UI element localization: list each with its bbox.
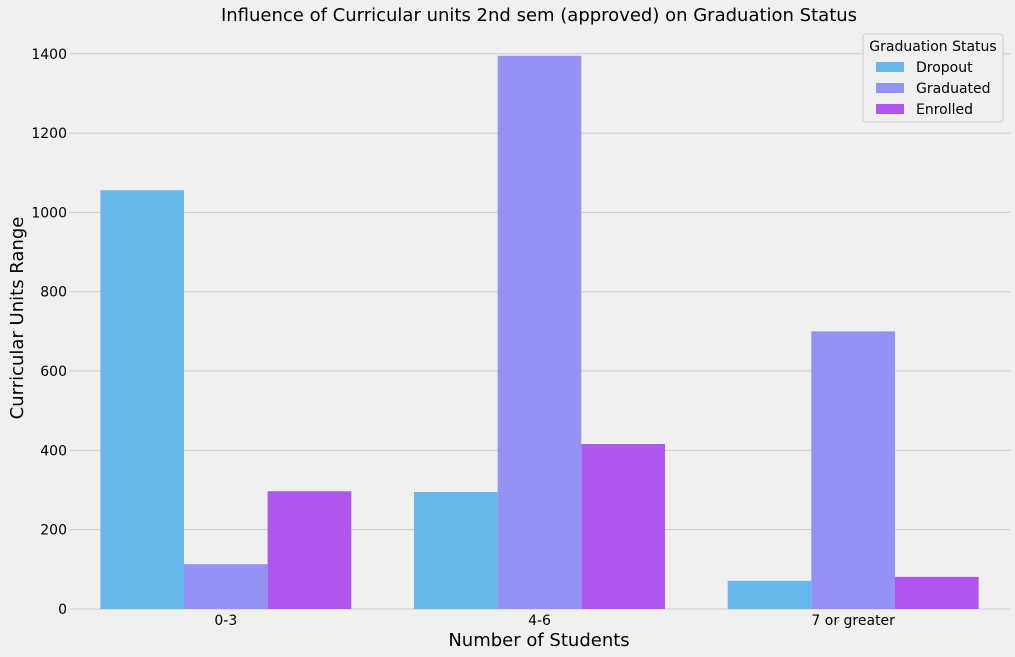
y-tick-label: 400 xyxy=(40,443,67,459)
legend: Graduation Status Dropout Graduated Enroll… xyxy=(862,33,1004,123)
y-axis-title: Curricular Units Range xyxy=(7,217,28,420)
y-tick-label: 600 xyxy=(40,364,67,380)
bars xyxy=(100,55,979,610)
legend-swatch-enrolled xyxy=(876,104,904,114)
legend-items: Dropout Graduated Enrolled xyxy=(876,60,991,118)
bar-dropout-0 xyxy=(100,190,185,610)
legend-title: Graduation Status xyxy=(869,39,996,55)
legend-label-dropout: Dropout xyxy=(916,60,973,76)
y-tick-label: 1400 xyxy=(31,47,67,63)
bar-enrolled-1 xyxy=(581,444,665,609)
x-axis-ticks: 0-3 4-6 7 or greater xyxy=(214,613,895,629)
legend-label-graduated: Graduated xyxy=(916,81,991,97)
x-axis-title: Number of Students xyxy=(448,630,629,651)
y-tick-label: 1000 xyxy=(31,205,67,221)
bar-dropout-2 xyxy=(727,580,812,609)
bar-graduated-1 xyxy=(497,55,582,609)
y-tick-label: 200 xyxy=(40,523,67,539)
bar-enrolled-2 xyxy=(894,576,979,609)
y-tick-label: 1200 xyxy=(31,126,67,142)
bar-dropout-1 xyxy=(414,492,498,609)
legend-swatch-graduated xyxy=(876,83,904,93)
x-tick-label: 7 or greater xyxy=(811,613,895,629)
legend-label-enrolled: Enrolled xyxy=(916,102,973,118)
bar-graduated-2 xyxy=(811,331,895,609)
y-axis-ticks: 0 200 400 600 800 1000 1200 1400 xyxy=(31,47,67,618)
x-tick-label: 4-6 xyxy=(528,613,551,629)
y-tick-label: 0 xyxy=(58,602,67,618)
x-tick-label: 0-3 xyxy=(214,613,237,629)
y-tick-label: 800 xyxy=(40,285,67,301)
legend-box xyxy=(862,33,1004,123)
chart-title: Influence of Curricular units 2nd sem (a… xyxy=(221,5,857,26)
legend-swatch-dropout xyxy=(876,62,904,72)
bar-enrolled-0 xyxy=(267,491,352,609)
bar-graduated-0 xyxy=(184,564,268,609)
